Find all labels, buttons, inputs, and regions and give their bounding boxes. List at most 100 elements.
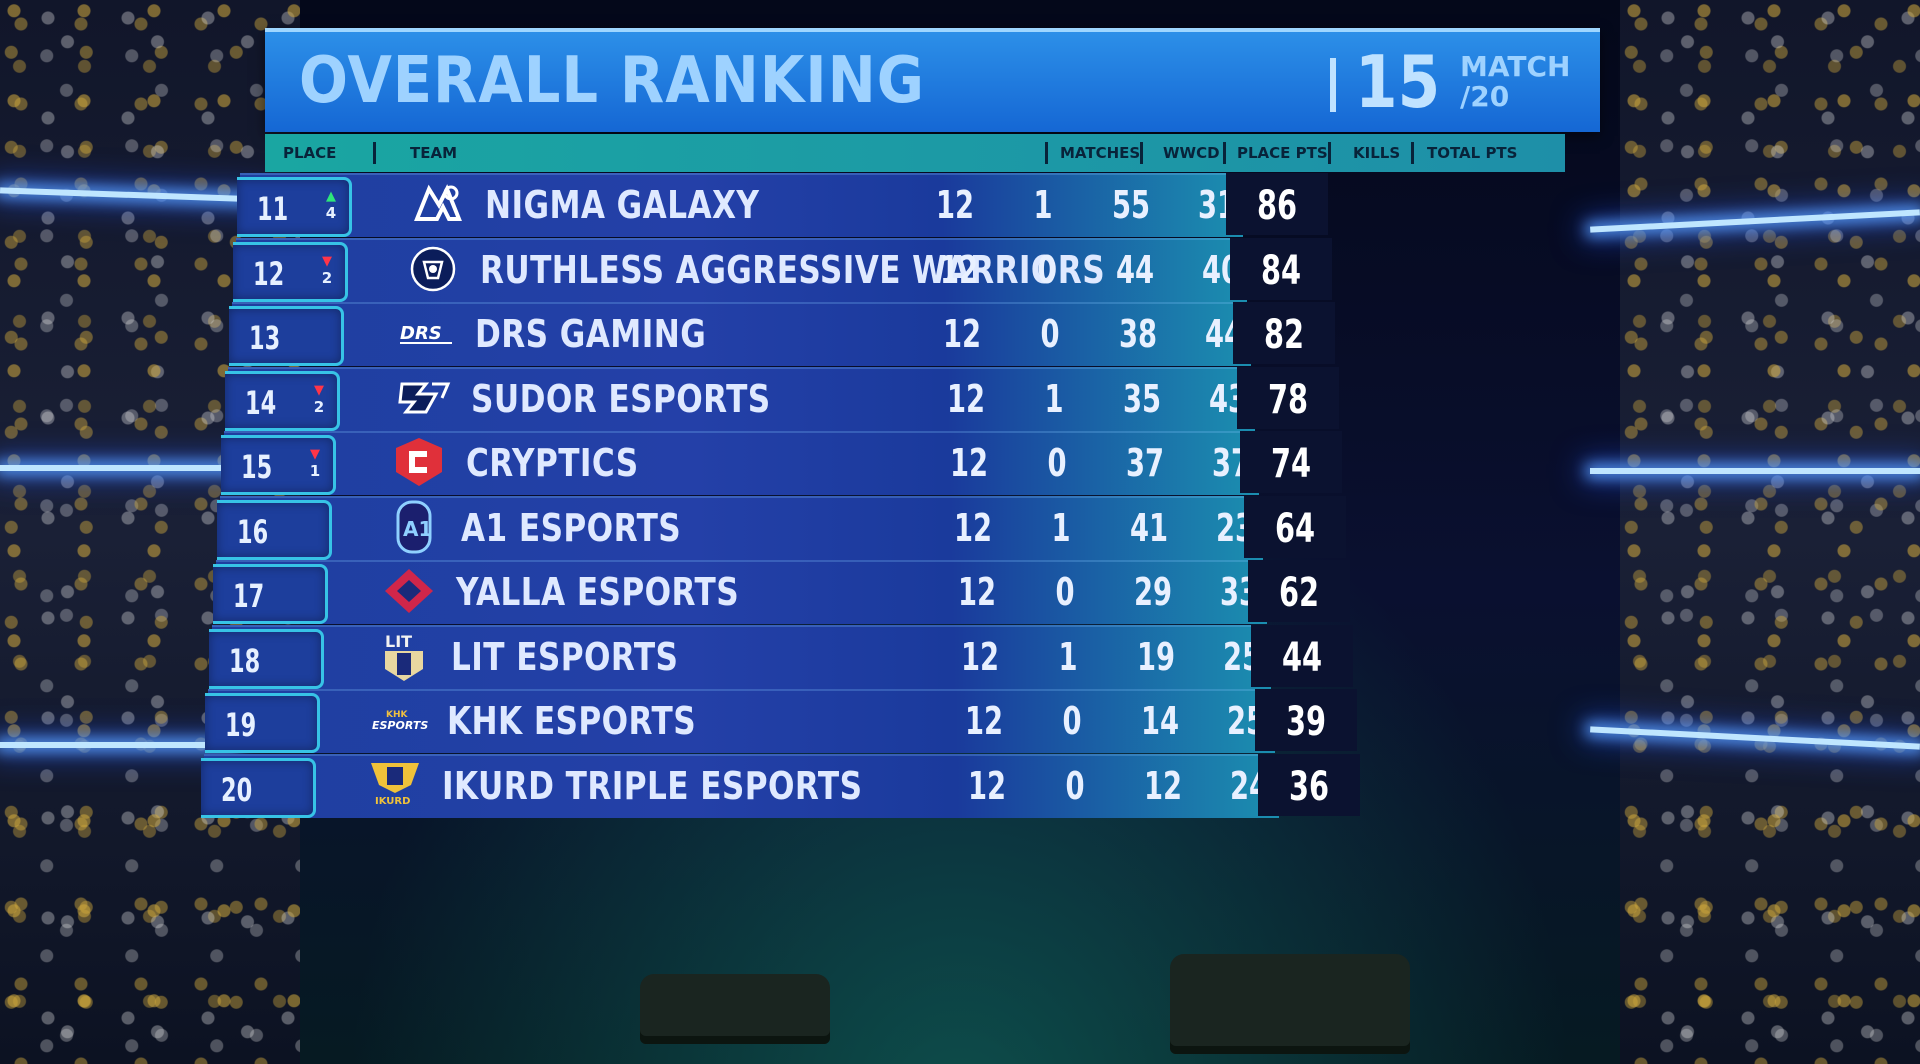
total-points-cell: 36 bbox=[1258, 753, 1361, 816]
team-name: SUDOR ESPORTS bbox=[470, 376, 771, 421]
ranking-row: 20 IKURD IKURD TRIPLE ESPORTS 12 0 12 24 36 bbox=[201, 753, 1600, 818]
rank-change: ▼ 2 bbox=[309, 382, 329, 416]
crowd-stands-right bbox=[1620, 0, 1920, 1064]
rank-change-value: 1 bbox=[309, 462, 321, 480]
place-number: 18 bbox=[229, 641, 261, 680]
place-box: 16 bbox=[217, 499, 332, 560]
match-label-total: /20 bbox=[1460, 80, 1510, 113]
sudor-logo-icon bbox=[394, 373, 454, 423]
wwcd-count: 0 bbox=[1037, 247, 1057, 292]
total-points: 78 bbox=[1267, 376, 1308, 423]
total-points-cell: 39 bbox=[1254, 689, 1357, 751]
ranking-header: OVERALL RANKING 15 MATCH /20 bbox=[265, 28, 1600, 132]
place-box: 12 ▼ 2 bbox=[233, 241, 348, 302]
wwcd-count: 1 bbox=[1033, 183, 1053, 227]
matches-played: 12 bbox=[953, 505, 993, 550]
team-name: KHK ESPORTS bbox=[446, 699, 696, 743]
total-points: 84 bbox=[1260, 247, 1301, 294]
total-points-cell: 84 bbox=[1229, 237, 1332, 300]
wwcd-count: 1 bbox=[1044, 376, 1064, 421]
place-points: 19 bbox=[1137, 634, 1176, 679]
drs-logo-icon: DRS bbox=[398, 308, 458, 358]
team-name: LIT ESPORTS bbox=[451, 634, 679, 679]
place-points: 12 bbox=[1144, 763, 1183, 808]
wwcd-count: 0 bbox=[1062, 699, 1082, 743]
rank-change: ▼ 1 bbox=[305, 446, 325, 480]
matches-played: 12 bbox=[935, 183, 975, 227]
matches-played: 12 bbox=[946, 376, 985, 421]
team-name: CRYPTICS bbox=[465, 441, 639, 485]
place-number: 15 bbox=[241, 448, 273, 486]
total-points: 74 bbox=[1271, 441, 1312, 487]
team-name: RUTHLESS AGGRESSIVE WARRIORS bbox=[480, 247, 1106, 292]
svg-text:DRS: DRS bbox=[400, 323, 442, 344]
total-points: 62 bbox=[1278, 570, 1319, 616]
matches-played: 12 bbox=[939, 247, 978, 292]
place-points: 37 bbox=[1126, 441, 1165, 485]
rank-up-arrow-icon: ▲ bbox=[326, 189, 336, 204]
row-background bbox=[224, 431, 1259, 495]
neon-light-strip bbox=[1590, 468, 1920, 474]
matches-played: 12 bbox=[957, 570, 996, 614]
row-background bbox=[236, 237, 1247, 302]
total-points-cell: 82 bbox=[1233, 302, 1336, 364]
total-points-cell: 44 bbox=[1251, 624, 1354, 687]
place-points: 29 bbox=[1133, 570, 1172, 614]
wwcd-count: 0 bbox=[1065, 763, 1085, 808]
row-background bbox=[240, 173, 1243, 237]
place-box: 19 bbox=[205, 693, 320, 753]
matches-played: 12 bbox=[961, 634, 1000, 679]
ranking-row: 11 ▲ 4 NIGMA GALAXY 12 1 55 31 86 bbox=[225, 173, 1600, 237]
place-box: 20 bbox=[201, 757, 316, 818]
rank-change: ▲ 4 bbox=[321, 188, 341, 222]
total-points: 64 bbox=[1274, 505, 1316, 552]
place-points: 14 bbox=[1140, 699, 1179, 743]
place-number: 11 bbox=[257, 190, 289, 228]
ranking-row: 14 ▼ 2 SUDOR ESPORTS 12 1 35 43 78 bbox=[225, 366, 1600, 431]
total-points: 39 bbox=[1285, 699, 1326, 745]
total-points-cell: 62 bbox=[1247, 560, 1350, 622]
place-number: 17 bbox=[233, 577, 265, 615]
column-divider bbox=[1411, 142, 1414, 164]
place-box: 17 bbox=[213, 564, 328, 624]
place-number: 20 bbox=[221, 770, 253, 809]
a1-logo-icon: A1 bbox=[384, 500, 444, 553]
wwcd-count: 0 bbox=[1040, 312, 1060, 356]
matches-played: 12 bbox=[964, 699, 1003, 743]
ranking-row: 15 ▼ 1 CRYPTICS 12 0 37 37 74 bbox=[221, 431, 1600, 495]
header-divider bbox=[1330, 58, 1336, 112]
ranking-row: 17 YALLA ESPORTS 12 0 29 33 62 bbox=[213, 560, 1600, 624]
rank-down-arrow-icon: ▼ bbox=[314, 382, 324, 398]
rank-change-value: 2 bbox=[313, 397, 325, 416]
total-points: 44 bbox=[1282, 634, 1323, 681]
total-points-cell: 78 bbox=[1236, 366, 1339, 429]
column-team: TEAM bbox=[410, 144, 458, 162]
svg-text:IKURD: IKURD bbox=[375, 796, 410, 807]
rank-down-arrow-icon: ▼ bbox=[322, 253, 332, 269]
place-box: 14 ▼ 2 bbox=[225, 370, 340, 431]
row-background bbox=[208, 689, 1275, 753]
total-points-cell: 74 bbox=[1240, 431, 1343, 493]
place-points: 38 bbox=[1119, 312, 1158, 356]
wwcd-count: 0 bbox=[1055, 570, 1075, 614]
row-background bbox=[216, 560, 1267, 624]
team-name: DRS GAMING bbox=[475, 312, 707, 356]
column-divider bbox=[1223, 142, 1226, 164]
column-total-pts: TOTAL PTS bbox=[1427, 144, 1518, 162]
ranking-row: 16 A1 A1 ESPORTS 12 1 41 23 64 bbox=[217, 495, 1600, 560]
match-label-top: MATCH bbox=[1460, 50, 1571, 83]
column-divider bbox=[1045, 142, 1048, 164]
rank-change: ▼ 2 bbox=[317, 253, 337, 287]
stage-vehicle bbox=[1170, 954, 1410, 1054]
team-name: IKURD TRIPLE ESPORTS bbox=[441, 763, 863, 808]
ranking-row: 19 KHK ESPORTS KHK ESPORTS 12 0 14 25 39 bbox=[205, 689, 1600, 753]
row-background bbox=[220, 495, 1263, 560]
matches-played: 12 bbox=[968, 763, 1007, 808]
match-label: MATCH /20 bbox=[1460, 52, 1570, 112]
wwcd-count: 0 bbox=[1047, 441, 1067, 485]
place-points: 44 bbox=[1115, 247, 1154, 292]
matches-played: 12 bbox=[950, 441, 989, 485]
place-number: 19 bbox=[225, 706, 257, 744]
matches-played: 12 bbox=[943, 312, 982, 356]
